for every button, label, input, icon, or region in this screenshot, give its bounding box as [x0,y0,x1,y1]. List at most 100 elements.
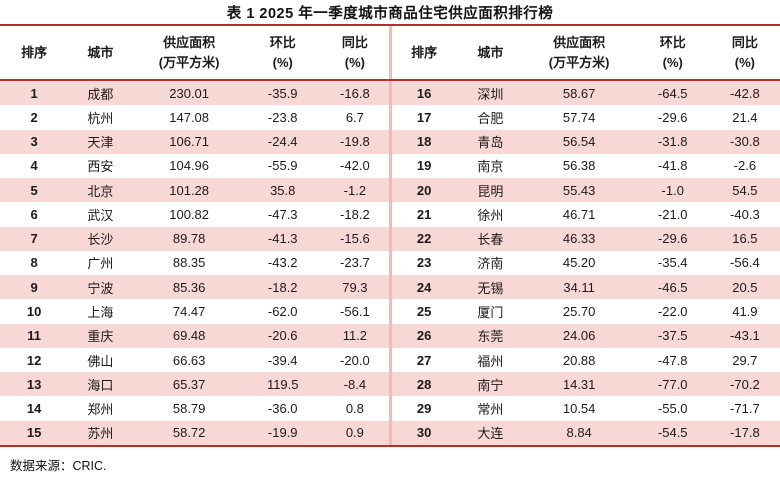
bottom-divider-line [0,445,780,447]
table-row: 14 郑州 58.79 -36.0 0.8 [0,396,390,420]
city-cell: 广州 [87,256,114,272]
city-cell: 青岛 [477,135,504,151]
yoy-cell: -19.8 [340,134,370,150]
yoy-cell: -2.6 [733,158,757,174]
table-row: 3 天津 106.71 -24.4 -19.8 [0,129,390,154]
city-cell: 合肥 [477,110,504,126]
mom-column-header: 环比 (%) [269,35,296,70]
table-row: 6 武汉 100.82 -47.3 -18.2 [0,202,390,226]
table-row: 20 昆明 55.43 -1.0 54.5 [390,178,780,203]
mom-cell: -54.5 [657,425,688,441]
table-row: 1 成都 230.01 -35.9 -16.8 [0,81,390,106]
rank-cell: 1 [30,85,38,101]
vertical-divider [388,26,392,447]
city-cell: 济南 [477,256,504,272]
yoy-cell: 41.9 [732,304,758,320]
rank-cell: 11 [27,328,41,344]
table-row: 16 深圳 58.67 -64.5 -42.8 [390,81,780,106]
mom-column-header: 环比 (%) [659,35,686,70]
table-row: 17 合肥 57.74 -29.6 21.4 [390,105,780,129]
mom-cell: -35.4 [657,255,688,271]
supply-cell: 85.36 [172,279,206,295]
city-cell: 重庆 [87,329,114,345]
supply-cell: 58.67 [562,85,596,101]
yoy-cell: -23.7 [340,255,370,271]
yoy-cell: 0.9 [345,425,364,441]
rank-cell: 28 [416,376,432,392]
yoy-cell: 11.2 [342,328,368,344]
mom-cell: -39.4 [267,352,298,368]
supply-cell: 66.63 [172,352,206,368]
supply-cell: 24.06 [562,328,596,344]
mom-cell: -29.6 [657,109,688,125]
table-row: 10 上海 74.47 -62.0 -56.1 [0,299,390,323]
rank-cell: 8 [30,255,38,271]
mom-cell: -35.9 [267,85,298,101]
title-bar: 表 1 2025 年一季度城市商品住宅供应面积排行榜 [0,0,780,24]
mom-cell: -31.8 [657,134,688,150]
yoy-column-header: 同比 (%) [341,35,368,70]
mom-cell: 35.8 [270,182,296,198]
mom-cell: -64.5 [657,85,688,101]
city-cell: 昆明 [477,183,504,199]
table-body-right: 16 深圳 58.67 -64.5 -42.8 17 合肥 57.74 -29.… [390,81,780,445]
rank-cell: 4 [30,158,38,174]
city-cell: 宁波 [87,280,114,296]
yoy-cell: 6.7 [345,109,364,125]
rank-cell: 20 [416,182,432,198]
supply-cell: 8.84 [566,425,592,441]
supply-cell: 45.20 [562,255,596,271]
city-cell: 东莞 [477,329,504,345]
table-row: 29 常州 10.54 -55.0 -71.7 [390,396,780,420]
yoy-cell: -15.6 [340,231,370,247]
rank-cell: 25 [416,304,432,320]
city-cell: 徐州 [477,207,504,223]
header-divider-line [0,79,780,81]
supply-cell: 25.70 [562,304,596,320]
yoy-cell: 21.4 [732,109,758,125]
yoy-cell: -42.8 [730,85,760,101]
rank-cell: 21 [416,206,432,222]
rank-cell: 3 [30,134,38,150]
rank-cell: 12 [26,352,42,368]
table-row: 24 无锡 34.11 -46.5 20.5 [390,275,780,300]
mom-cell: -62.0 [267,304,298,320]
table-header-row: 排序 城市 供应面积 (万平方米) 环比 (%) 同比 (%) 排序 城市 [0,26,780,79]
mom-cell: -46.5 [657,279,688,295]
city-cell: 厦门 [477,305,504,321]
table-row: 25 厦门 25.70 -22.0 41.9 [390,299,780,323]
supply-cell: 74.47 [172,304,206,320]
mom-cell: -77.0 [657,376,688,392]
mom-cell: -41.3 [267,231,298,247]
city-cell: 长春 [477,232,504,248]
city-column-header: 城市 [87,44,114,60]
supply-cell: 69.48 [172,328,206,344]
rank-cell: 29 [416,401,432,417]
rank-column-header: 排序 [21,44,48,60]
yoy-cell: -30.8 [730,134,760,150]
yoy-cell: -70.2 [730,376,760,392]
supply-cell: 55.43 [562,182,596,198]
table-body: 1 成都 230.01 -35.9 -16.8 2 杭州 147.08 -23.… [0,81,780,445]
supply-cell: 100.82 [169,206,210,222]
mom-cell: -43.2 [267,255,298,271]
rank-cell: 15 [26,425,42,441]
supply-column-header: 供应面积 (万平方米) [548,35,610,70]
city-cell: 杭州 [87,110,114,126]
yoy-cell: -56.1 [340,304,370,320]
city-cell: 常州 [477,402,504,418]
mom-cell: -24.4 [267,134,298,150]
supply-cell: 34.11 [563,279,595,295]
yoy-cell: 54.5 [732,182,758,198]
yoy-cell: -56.4 [730,255,760,271]
table-header-left: 排序 城市 供应面积 (万平方米) 环比 (%) 同比 (%) [0,26,390,79]
table-row: 4 西安 104.96 -55.9 -42.0 [0,154,390,178]
table-row: 30 大连 8.84 -54.5 -17.8 [390,420,780,445]
table-row: 15 苏州 58.72 -19.9 0.9 [0,420,390,445]
city-cell: 大连 [477,426,504,442]
supply-cell: 147.08 [169,109,210,125]
city-cell: 佛山 [87,353,114,369]
supply-cell: 106.71 [169,134,210,150]
supply-cell: 56.38 [562,158,596,174]
